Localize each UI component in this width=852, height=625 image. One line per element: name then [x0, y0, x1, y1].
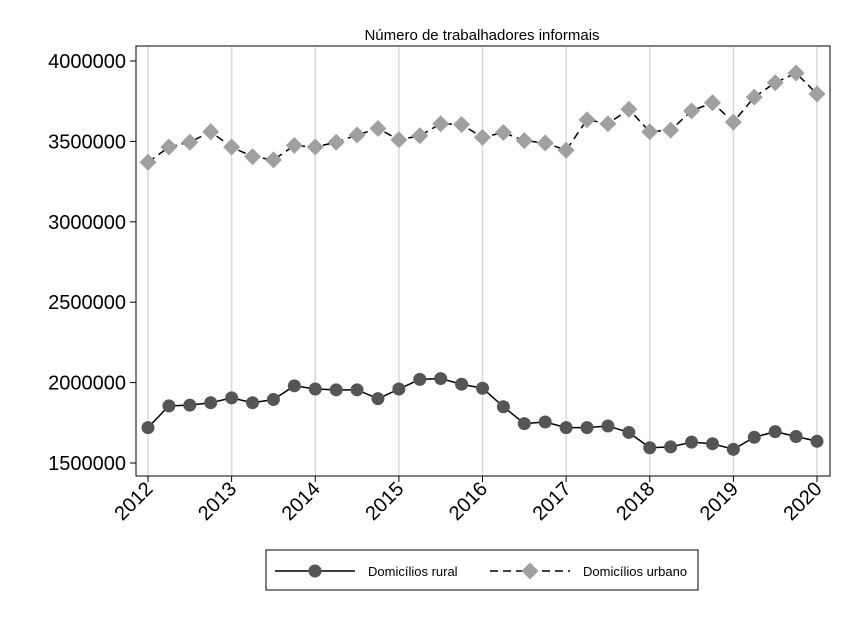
data-point: [306, 138, 324, 156]
data-point: [494, 124, 512, 142]
data-point: [453, 116, 471, 134]
x-tick-label: 2019: [696, 478, 743, 525]
data-point: [703, 94, 721, 112]
data-point: [183, 398, 197, 412]
data-point: [641, 123, 659, 141]
legend: Domicílios rural Domicílios urbano: [265, 549, 699, 591]
chart-title: Número de trabalhadores informais: [364, 27, 599, 44]
data-point: [413, 372, 427, 386]
data-point: [787, 64, 805, 82]
data-point: [266, 392, 280, 406]
data-point: [202, 123, 220, 141]
data-point: [223, 138, 241, 156]
data-point: [536, 134, 554, 152]
data-point: [768, 425, 782, 439]
data-point: [162, 399, 176, 413]
data-point: [244, 148, 262, 166]
data-point: [789, 429, 803, 443]
legend-label: Domicílios rural: [368, 564, 458, 579]
data-point: [810, 434, 824, 448]
data-point: [559, 421, 573, 435]
legend-label: Domicílios urbano: [583, 564, 687, 579]
x-tick-label: 2012: [111, 478, 158, 525]
data-point: [747, 430, 761, 444]
data-point: [392, 382, 406, 396]
data-point: [683, 102, 701, 120]
data-point: [476, 381, 489, 395]
data-point: [474, 128, 491, 146]
data-point: [287, 379, 301, 393]
data-point: [411, 127, 429, 145]
data-point: [643, 441, 657, 455]
series-urbano: [139, 64, 826, 171]
x-tick-label: 2017: [529, 478, 576, 525]
data-point: [139, 153, 157, 171]
y-tick-label: 1500000: [48, 453, 126, 475]
legend-item: Domicílios urbano: [490, 562, 687, 580]
series-rural: [141, 372, 824, 456]
data-point: [204, 396, 218, 410]
data-point: [348, 126, 366, 144]
data-point: [160, 138, 178, 156]
data-point: [141, 421, 155, 435]
data-point: [455, 377, 469, 391]
legend-marker: [521, 562, 539, 580]
data-point: [285, 136, 303, 154]
data-point: [327, 133, 345, 151]
data-point: [432, 115, 450, 133]
data-point: [724, 113, 742, 131]
x-tick-label: 2014: [278, 478, 325, 525]
x-tick-label: 2016: [445, 478, 492, 525]
data-point: [662, 121, 680, 139]
data-point: [622, 425, 636, 439]
x-tick-label: 2018: [612, 478, 659, 525]
legend-marker: [308, 564, 322, 578]
data-point: [496, 400, 510, 414]
data-point: [434, 372, 448, 386]
data-point: [580, 421, 594, 435]
y-tick-label: 4000000: [48, 51, 126, 73]
data-point: [181, 133, 199, 151]
data-point: [557, 141, 575, 159]
data-point: [264, 151, 282, 169]
data-point: [329, 383, 343, 397]
legend-item: Domicílios rural: [275, 564, 458, 579]
series-layer: [139, 64, 826, 456]
data-point: [390, 131, 408, 149]
data-point: [369, 120, 387, 138]
data-point: [246, 396, 260, 410]
legend-box: [265, 549, 699, 591]
y-tick-label: 2500000: [48, 292, 126, 314]
data-point: [599, 115, 617, 133]
x-tick-label: 2015: [361, 478, 408, 525]
data-point: [578, 111, 596, 129]
data-point: [726, 442, 740, 456]
data-point: [620, 100, 638, 118]
x-tick-label: 2020: [780, 478, 827, 525]
data-point: [705, 437, 719, 451]
data-point: [601, 419, 615, 433]
data-point: [808, 85, 826, 103]
y-tick-label: 3000000: [48, 212, 126, 234]
data-point: [517, 417, 531, 431]
grid-lines: [147, 47, 818, 475]
data-point: [664, 440, 678, 454]
data-point: [766, 74, 784, 92]
data-point: [745, 88, 763, 106]
data-point: [350, 383, 364, 397]
data-point: [685, 435, 699, 449]
data-point: [308, 382, 322, 396]
data-point: [515, 132, 533, 150]
data-point: [225, 391, 239, 405]
data-point: [371, 392, 385, 406]
x-tick-label: 2013: [194, 478, 241, 525]
y-tick-label: 2000000: [48, 373, 126, 395]
data-point: [538, 415, 552, 429]
y-tick-label: 3500000: [48, 131, 126, 153]
